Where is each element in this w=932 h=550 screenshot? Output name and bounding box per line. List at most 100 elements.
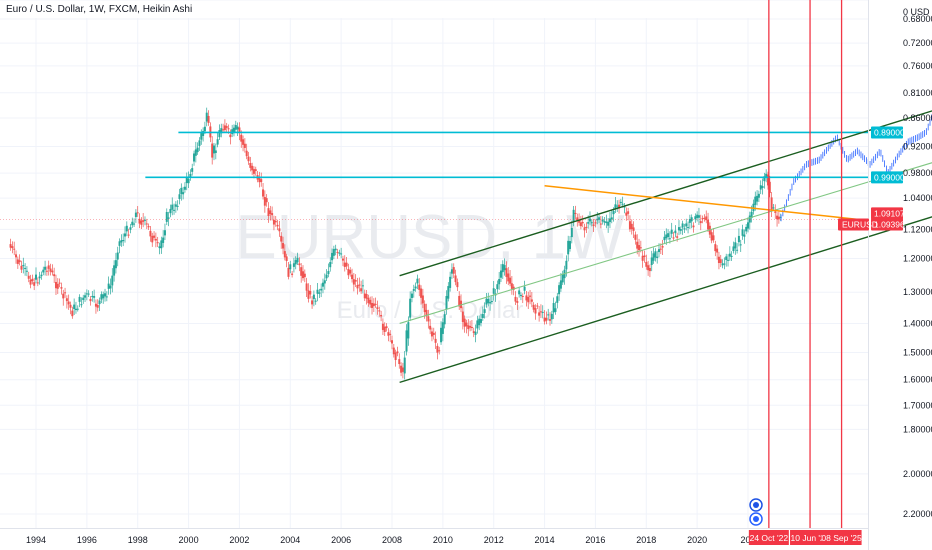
- candle-body: [697, 215, 700, 218]
- candle-body: [619, 201, 622, 203]
- candle-body: [558, 285, 561, 295]
- candle-body: [213, 145, 215, 154]
- candle-body: [401, 367, 404, 372]
- candles: [9, 107, 782, 380]
- candle-body: [298, 263, 301, 266]
- candle-body: [376, 307, 379, 309]
- candle-body: [592, 224, 595, 226]
- candle-body: [661, 246, 664, 248]
- candle-body: [458, 295, 461, 307]
- candle-body: [89, 298, 92, 302]
- candle-body: [40, 274, 43, 277]
- candle-body: [719, 259, 722, 264]
- date-tag-label: 24 Oct '22: [750, 533, 789, 543]
- date-tag: [821, 530, 862, 545]
- candle-body: [296, 257, 299, 263]
- candle-body: [521, 295, 524, 297]
- price-axis-label: 1.30000: [903, 287, 932, 297]
- candle-body: [757, 193, 760, 198]
- candle-body: [327, 271, 330, 275]
- event-flag-dot: [753, 502, 759, 508]
- date-tag: [790, 530, 831, 545]
- candle-body: [283, 251, 286, 258]
- candle-body: [274, 220, 277, 223]
- candle-body: [153, 235, 156, 238]
- candle-body: [734, 242, 737, 249]
- candle-body: [282, 243, 285, 249]
- candle-body: [247, 156, 250, 162]
- candle-body: [360, 288, 363, 292]
- candle-body: [133, 223, 136, 225]
- candle-body: [687, 227, 690, 229]
- candle-body: [714, 244, 717, 252]
- candle-body: [772, 207, 775, 209]
- candle-body: [656, 256, 659, 258]
- price-tag: [871, 171, 903, 184]
- candle-body: [519, 294, 522, 296]
- candle-body: [67, 301, 70, 305]
- symbol-tag-label: EURUSD: [842, 219, 878, 229]
- candle-body: [683, 228, 686, 230]
- candle-body: [503, 265, 506, 271]
- candle-body: [31, 278, 34, 282]
- candle-body: [536, 305, 539, 307]
- candle-body: [44, 266, 47, 270]
- candle-body: [358, 284, 361, 286]
- candle-body: [647, 265, 650, 271]
- candle-body: [420, 288, 423, 298]
- candle-body: [763, 176, 766, 182]
- candle-body: [53, 274, 56, 277]
- candle-body: [280, 235, 283, 242]
- channel-upper-line: [399, 110, 932, 277]
- candle-body: [94, 303, 97, 307]
- candle-body: [478, 318, 481, 326]
- candle-body: [145, 223, 148, 225]
- candle-body: [56, 283, 59, 289]
- candle-body: [131, 221, 134, 226]
- candle-body: [154, 238, 157, 241]
- candle-body: [645, 261, 648, 267]
- candle-body: [285, 256, 288, 261]
- candle-body: [416, 278, 419, 284]
- candle-body: [387, 332, 390, 336]
- candle-body: [258, 176, 261, 183]
- candle-body: [538, 312, 541, 316]
- candle-body: [163, 230, 166, 236]
- candle-body: [58, 282, 61, 284]
- candle-body: [25, 270, 28, 272]
- candle-body: [105, 296, 108, 298]
- time-axis-label: 2006: [331, 535, 351, 545]
- candle-body: [552, 303, 555, 313]
- candle-body: [311, 300, 314, 305]
- price-tag-label: 0.89000: [874, 127, 905, 137]
- candle-body: [676, 236, 679, 238]
- candle-body: [389, 333, 392, 335]
- candle-body: [349, 269, 352, 274]
- candle-body: [483, 309, 486, 313]
- candle-body: [158, 246, 161, 249]
- candle-body: [372, 303, 375, 307]
- price-axis-label: 1.50000: [903, 348, 932, 358]
- candle-body: [668, 238, 671, 240]
- candle-body: [737, 235, 740, 243]
- candle-body: [400, 365, 403, 373]
- candle-body: [36, 282, 39, 284]
- candle-body: [625, 212, 628, 216]
- candle-body: [122, 240, 125, 242]
- candle-body: [276, 224, 279, 227]
- candle-body: [421, 295, 424, 304]
- candle-body: [607, 221, 610, 226]
- candle-body: [220, 128, 223, 134]
- candle-body: [42, 269, 45, 273]
- candle-body: [49, 268, 52, 272]
- candle-body: [162, 237, 165, 243]
- candle-body: [469, 325, 472, 328]
- candle-body: [525, 295, 528, 301]
- candle-body: [100, 294, 103, 300]
- candle-body: [440, 327, 443, 343]
- event-flag-dot: [753, 516, 759, 522]
- price-tag-label: 1.09396: [874, 219, 905, 229]
